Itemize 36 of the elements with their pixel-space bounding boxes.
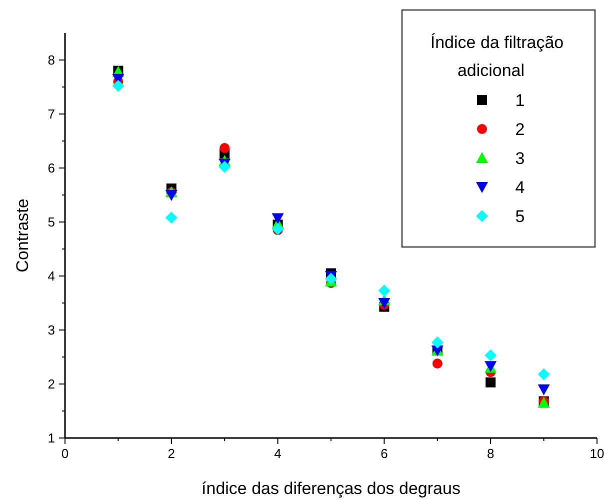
y-tick-label: 5 (48, 214, 55, 230)
x-tick-label: 10 (590, 446, 604, 461)
y-tick-label: 1 (48, 430, 55, 446)
point (484, 349, 497, 362)
point (486, 377, 496, 388)
point (378, 284, 390, 297)
y-tick-label: 3 (48, 322, 55, 338)
x-axis-title: índice das diferenças dos degraus (202, 479, 460, 498)
x-tick-label: 4 (274, 446, 282, 461)
point (538, 368, 550, 380)
y-tick-label: 6 (48, 160, 55, 176)
legend-label: 4 (515, 178, 525, 197)
point (325, 272, 337, 285)
legend-label: 5 (515, 207, 525, 226)
x-tick-label: 0 (61, 446, 69, 461)
legend-title: Índice da filtração adicional (430, 33, 564, 80)
point (165, 190, 178, 201)
point (432, 358, 442, 368)
y-tick-label: 8 (48, 52, 55, 68)
x-tick-label: 2 (168, 446, 176, 461)
legend-label: 1 (515, 91, 525, 110)
legend-label: 2 (515, 120, 525, 139)
point (431, 336, 444, 348)
point (220, 143, 230, 154)
point (538, 384, 550, 396)
y-tick-label: 2 (48, 376, 55, 392)
y-tick-label: 7 (48, 106, 55, 122)
point (272, 213, 284, 224)
point (112, 80, 124, 92)
y-tick-label: 4 (48, 268, 55, 284)
legend-label: 3 (515, 149, 525, 168)
y-axis-title: Contraste (13, 198, 32, 272)
point (218, 160, 231, 173)
point (165, 212, 178, 224)
x-tick-label: 8 (486, 446, 494, 461)
x-tick-label: 6 (380, 446, 388, 461)
